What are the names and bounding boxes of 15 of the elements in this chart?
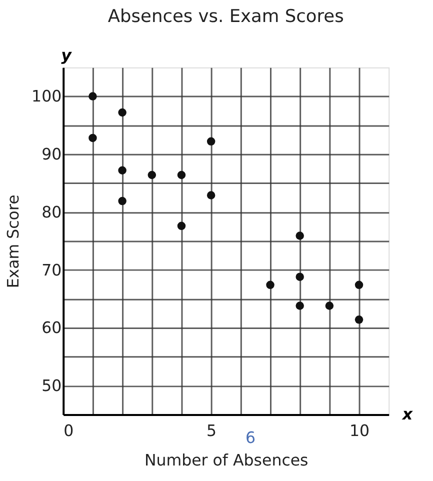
x-tick-label: 5: [206, 420, 217, 440]
y-tick-label: 70: [42, 260, 62, 280]
text: y: [61, 45, 72, 64]
x-tick-label: 10: [349, 420, 370, 440]
y-axis-title: Exam Score: [4, 194, 23, 288]
text: 6: [246, 428, 256, 448]
y-tick-label: 60: [42, 318, 62, 338]
chart-title: Absences vs. Exam Scores: [108, 6, 344, 27]
y-tick-label: 50: [42, 376, 62, 396]
x-tick-label: 0: [64, 420, 74, 440]
y-tick-label: 100: [32, 86, 62, 106]
text: x: [401, 404, 414, 424]
x-axis-title: Number of Absences: [144, 450, 308, 470]
y-tick-label: 90: [42, 144, 62, 164]
y-tick-label: 80: [42, 202, 62, 222]
